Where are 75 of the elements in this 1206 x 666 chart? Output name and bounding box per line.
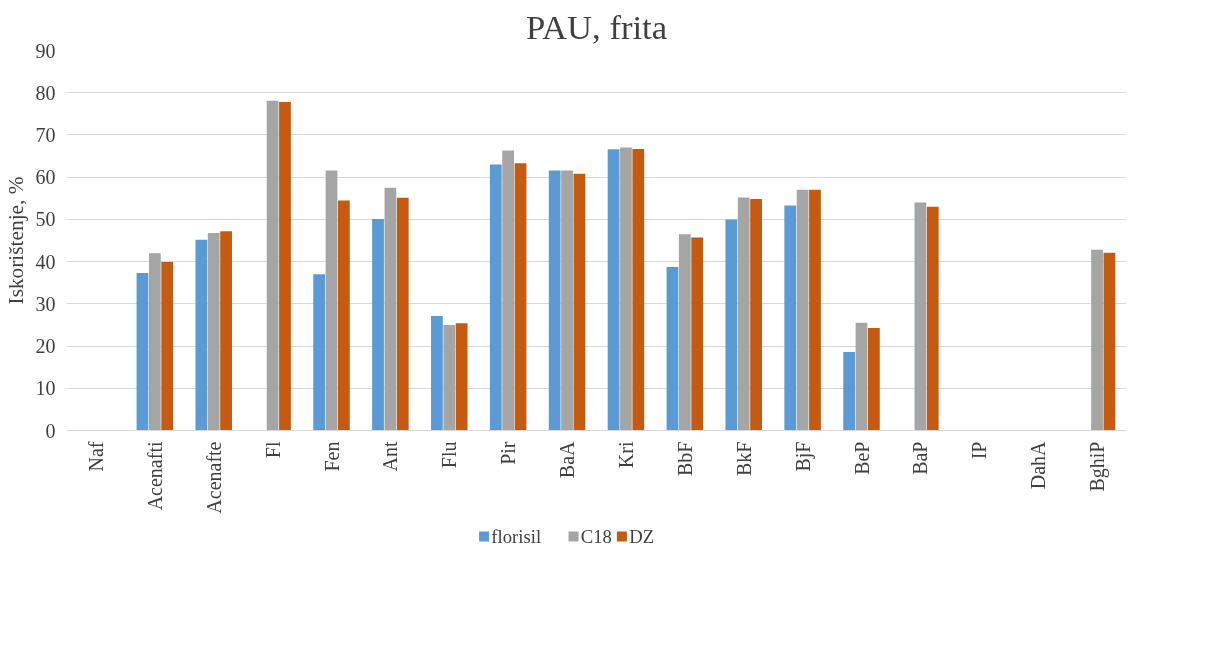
bar (548, 170, 561, 431)
y-tick-label: 60 (35, 166, 56, 189)
y-tick-label: 80 (35, 81, 56, 104)
y-tick-label: 10 (35, 377, 56, 400)
bar (372, 218, 384, 431)
bar (784, 205, 797, 431)
x-tick-label: Pir (497, 441, 520, 465)
bar (914, 202, 927, 431)
bar (384, 187, 397, 431)
bar (443, 324, 456, 431)
bar (843, 351, 856, 431)
x-tick-label: BbF (673, 441, 696, 476)
bar (1091, 249, 1103, 431)
bar (737, 197, 750, 431)
x-tick-label: Ant (379, 441, 402, 472)
y-tick-label: 70 (35, 123, 56, 146)
y-tick-label: 50 (35, 208, 56, 231)
legend-label: C18 (580, 526, 612, 547)
bar (279, 102, 291, 431)
x-tick-label: BaP (909, 441, 932, 475)
x-tick-label: Flu (438, 441, 461, 469)
bar (678, 234, 691, 431)
x-tick-label: BkF (732, 441, 755, 476)
x-tick-label: BjF (791, 441, 815, 472)
x-tick-label: Fen (320, 441, 343, 472)
y-tick-label: 90 (35, 39, 56, 62)
y-axis-title: Iskorištenje, % (3, 176, 28, 305)
bar (620, 147, 632, 431)
bar (220, 231, 232, 431)
bar (313, 274, 326, 431)
bar (666, 267, 679, 431)
x-tick-label: DahA (1027, 440, 1050, 490)
bar (561, 170, 573, 431)
legend-label: DZ (629, 526, 655, 547)
x-tick-label: BeP (850, 441, 873, 475)
y-tick-label: 40 (35, 250, 56, 273)
bar (809, 189, 821, 431)
bar (514, 163, 527, 431)
bar (148, 253, 161, 431)
x-tick-label: Acenafte (202, 441, 225, 514)
legend-label: florisil (491, 526, 542, 547)
bar (337, 200, 350, 431)
bar (926, 206, 939, 431)
bar (607, 149, 620, 431)
bar (396, 197, 409, 431)
y-tick-label: 0 (45, 419, 56, 442)
bar (136, 273, 149, 431)
bar (725, 219, 738, 431)
bar (573, 173, 586, 431)
x-tick-label: BaA (556, 440, 579, 479)
bar (431, 316, 443, 431)
bar (691, 237, 704, 431)
x-tick-label: IP (968, 441, 991, 460)
x-tick-label: Kri (614, 441, 637, 469)
bar (502, 150, 515, 431)
bar (1103, 252, 1116, 431)
bar (796, 189, 809, 431)
bar (161, 262, 174, 431)
y-tick-label: 20 (35, 335, 56, 358)
bar (750, 199, 762, 431)
chart-title: PAU, frita (525, 7, 668, 46)
bar (455, 323, 468, 431)
x-tick-label: Naf (84, 441, 107, 472)
bar (325, 170, 338, 431)
bar (489, 164, 502, 431)
bar (266, 100, 279, 431)
bar (632, 148, 645, 431)
x-tick-label: Acenafti (143, 441, 166, 511)
bar (855, 322, 868, 431)
y-tick-label: 30 (35, 292, 56, 315)
bar (867, 327, 880, 431)
x-tick-label: Fl (261, 441, 284, 459)
bar (207, 232, 220, 431)
x-tick-label: BghiP (1086, 441, 1110, 492)
bar (195, 239, 208, 431)
